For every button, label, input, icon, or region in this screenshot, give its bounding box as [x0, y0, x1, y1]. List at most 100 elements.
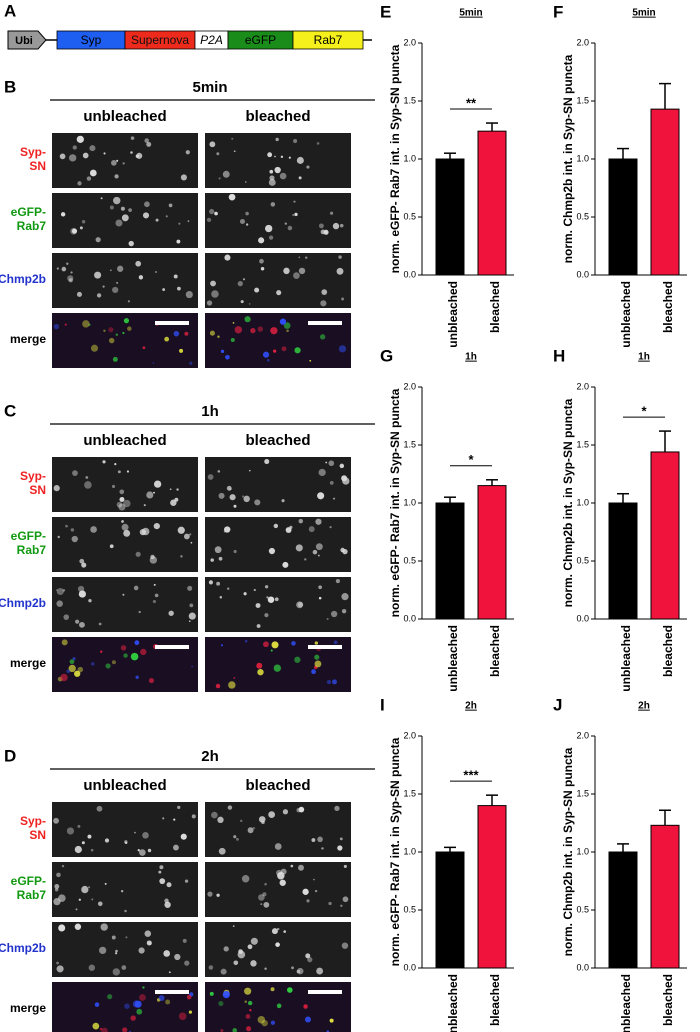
promoter	[7, 30, 47, 50]
puncta	[111, 660, 116, 665]
micrograph	[205, 517, 351, 572]
puncta	[112, 968, 120, 976]
puncta	[70, 528, 75, 532]
segment-label: eGFP	[245, 33, 276, 47]
puncta	[116, 281, 118, 284]
puncta	[229, 494, 236, 501]
puncta	[314, 641, 319, 645]
puncta	[264, 458, 270, 465]
puncta	[329, 1018, 334, 1023]
puncta	[79, 226, 83, 230]
puncta	[120, 889, 124, 893]
puncta	[245, 223, 249, 226]
bar	[608, 502, 638, 620]
puncta	[326, 680, 332, 685]
puncta	[302, 888, 309, 895]
x-tick-label: bleached	[661, 281, 675, 333]
time-header: 1h	[201, 403, 219, 420]
significance: *	[641, 404, 647, 419]
puncta	[118, 503, 126, 511]
puncta	[168, 971, 171, 974]
puncta	[258, 816, 266, 823]
puncta	[153, 491, 156, 494]
y-axis-label: norm. Chmp2b int. in Syp-SN puncta	[561, 398, 575, 607]
y-tick-label: 0.0	[403, 613, 416, 623]
puncta	[148, 677, 155, 684]
puncta	[237, 280, 243, 287]
row-label: Rab7	[17, 543, 47, 557]
column-label: unbleached	[83, 777, 166, 794]
puncta	[94, 271, 102, 279]
puncta	[220, 644, 224, 647]
puncta	[228, 193, 236, 201]
puncta	[270, 327, 278, 335]
puncta	[127, 326, 132, 331]
puncta	[153, 522, 160, 530]
puncta	[244, 639, 248, 643]
row-label: Chmp2b	[0, 941, 46, 955]
row-label: eGFP-	[11, 529, 46, 543]
puncta	[298, 806, 305, 813]
puncta	[114, 174, 119, 179]
puncta	[85, 476, 89, 479]
puncta	[218, 177, 221, 180]
puncta	[133, 585, 139, 591]
puncta	[134, 1000, 142, 1008]
puncta	[238, 949, 243, 954]
puncta	[225, 354, 230, 360]
puncta	[325, 461, 328, 464]
y-tick-label: 0.0	[403, 269, 416, 279]
puncta	[274, 155, 276, 158]
puncta	[279, 879, 286, 886]
puncta	[293, 200, 296, 203]
puncta	[100, 650, 103, 653]
puncta	[239, 219, 246, 225]
puncta	[269, 169, 274, 174]
puncta	[82, 320, 90, 328]
puncta	[249, 1009, 252, 1012]
puncta	[279, 318, 287, 325]
y-tick-label: 1.5	[576, 788, 589, 798]
y-tick-label: 1.0	[576, 846, 589, 856]
puncta	[273, 349, 277, 353]
y-tick-label: 1.5	[576, 439, 589, 449]
puncta	[264, 224, 273, 233]
puncta	[328, 460, 335, 467]
puncta	[53, 323, 60, 330]
micrograph	[205, 133, 351, 188]
puncta	[232, 321, 235, 324]
y-tick-label: 2.0	[576, 37, 589, 47]
puncta	[176, 488, 179, 491]
puncta	[91, 662, 95, 666]
puncta	[304, 1016, 311, 1023]
puncta	[141, 527, 150, 536]
puncta	[210, 280, 216, 287]
puncta	[233, 835, 237, 839]
promoter-label: Ubi	[15, 35, 33, 47]
puncta	[223, 530, 227, 533]
puncta	[315, 518, 322, 525]
puncta	[158, 995, 165, 1001]
puncta	[293, 272, 300, 279]
puncta	[253, 588, 256, 592]
micrograph	[52, 577, 198, 632]
puncta	[342, 477, 350, 485]
puncta	[72, 470, 78, 477]
segment-label: Supernova	[131, 33, 189, 47]
row-label: Chmp2b	[0, 272, 46, 286]
puncta	[111, 484, 116, 489]
puncta	[121, 520, 124, 523]
puncta	[306, 899, 310, 903]
puncta	[67, 275, 74, 282]
row-label: Syp-	[20, 469, 46, 483]
puncta	[231, 137, 234, 140]
puncta	[177, 286, 181, 291]
puncta	[308, 526, 315, 533]
bar	[435, 851, 465, 969]
puncta	[305, 256, 308, 259]
column-label: bleached	[245, 777, 310, 794]
puncta	[70, 271, 73, 274]
puncta	[88, 323, 91, 327]
puncta	[270, 202, 276, 207]
puncta	[243, 495, 250, 503]
